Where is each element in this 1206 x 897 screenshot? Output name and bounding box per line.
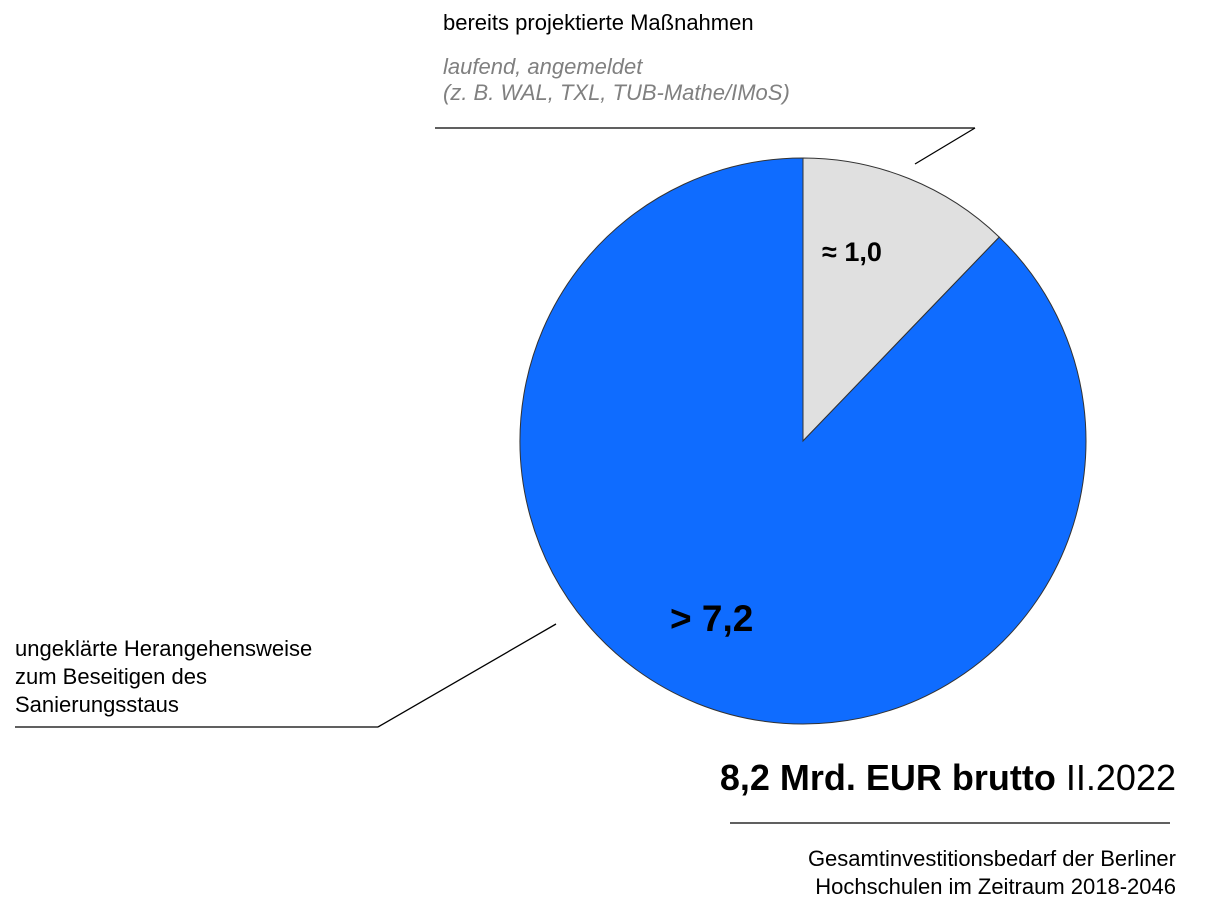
chart-title: 8,2 Mrd. EUR brutto II.2022 (720, 757, 1176, 798)
value-label: ≈ 1,0 (822, 237, 882, 267)
subtitle: Gesamtinvestitionsbedarf der Berliner (808, 846, 1176, 871)
slice-note: laufend, angemeldet (443, 54, 643, 79)
subtitle: Hochschulen im Zeitraum 2018-2046 (815, 874, 1176, 897)
leader-line (914, 127, 976, 165)
value-label: > 7,2 (670, 598, 753, 639)
slice-label: bereits projektierte Maßnahmen (443, 10, 754, 35)
title-main: 8,2 Mrd. EUR brutto (720, 757, 1056, 798)
slice-label: zum Beseitigen des (15, 664, 207, 689)
slice-label: Sanierungsstaus (15, 692, 179, 717)
pie-slice (519, 157, 1087, 725)
slice-label: ungeklärte Herangehensweise (15, 636, 312, 661)
title-suffix: II.2022 (1066, 757, 1176, 798)
pie-slice (802, 157, 1000, 443)
slice-note: (z. B. WAL, TXL, TUB-Mathe/IMoS) (443, 80, 790, 105)
pie (519, 157, 1087, 725)
leader-line (377, 623, 557, 728)
